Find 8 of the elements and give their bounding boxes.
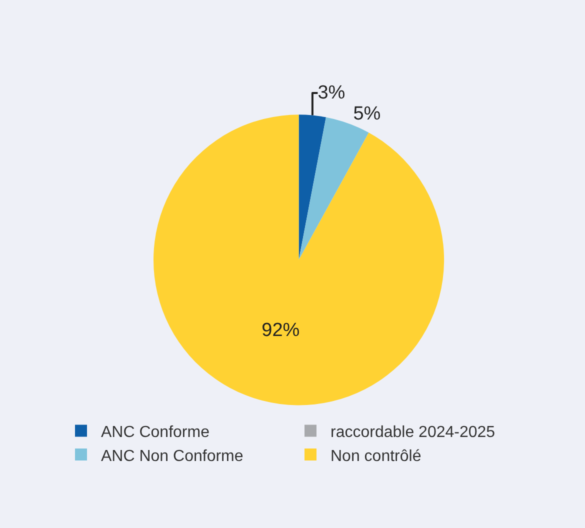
data-label: 5% (353, 103, 381, 124)
pie-slice (298, 114, 326, 260)
legend-label: ANC Conforme (101, 424, 210, 441)
legend-label: Non contrôlé (330, 448, 422, 465)
legend-label: raccordable 2024-2025 (330, 424, 496, 441)
legend-label: ANC Non Conforme (101, 448, 244, 465)
data-label: 3% (318, 82, 346, 104)
data-label: 92% (262, 320, 300, 341)
